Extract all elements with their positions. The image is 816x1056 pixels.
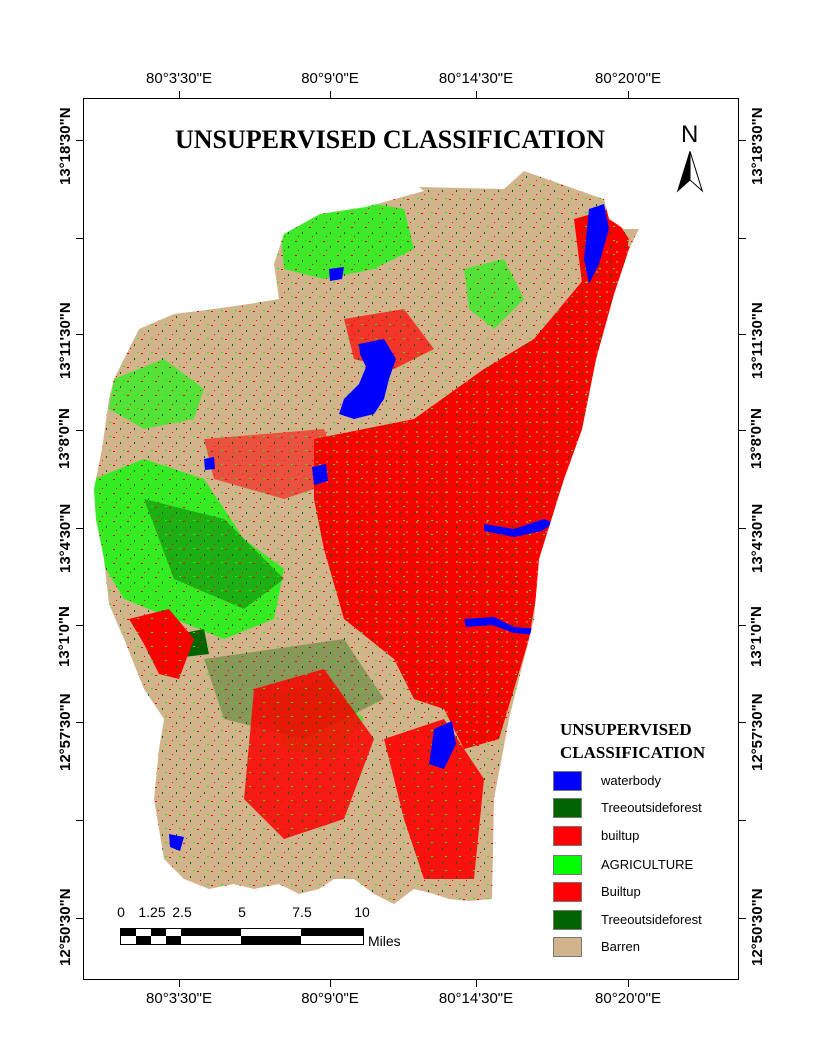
- river-cooum: [484, 519, 554, 537]
- lat-label-left-1: 13°18'30"N: [57, 107, 74, 185]
- scale-tick-label: 10: [354, 904, 370, 920]
- legend-swatch: [553, 771, 582, 791]
- lake-large: [339, 339, 396, 419]
- legend-swatch: [553, 826, 582, 846]
- tick-top-1: [179, 91, 180, 98]
- lat-label-left-3: 13°8'0"N: [56, 408, 73, 469]
- legend-swatch: [553, 910, 582, 930]
- tick-right-5: [739, 528, 746, 529]
- north-label: N: [681, 121, 699, 148]
- tick-left-8: [76, 820, 83, 821]
- lat-label-right-6: 12°57'30"N: [749, 693, 766, 771]
- lat-label-left-4: 13°4'30"N: [57, 503, 74, 573]
- river-adyar: [464, 617, 539, 635]
- legend-swatch: [553, 937, 582, 957]
- tick-top-2: [330, 91, 331, 98]
- legend-item-barren: Barren: [553, 937, 733, 957]
- lon-label-bottom-2: 80°9'0"E: [301, 990, 359, 1007]
- lon-label-top-2: 80°9'0"E: [301, 70, 359, 87]
- scale-tick-label: 5: [238, 904, 246, 920]
- lat-label-right-5: 13°1'0"N: [748, 606, 765, 667]
- scale-tick-label: 7.5: [292, 904, 312, 920]
- scale-bar-graphic: [120, 928, 364, 945]
- tick-left-2: [76, 238, 83, 239]
- lat-label-right-4: 13°4'30"N: [749, 503, 766, 573]
- lat-label-left-2: 13°11'30"N: [57, 302, 74, 379]
- tick-right-6: [739, 625, 746, 626]
- legend-label: Barren: [601, 939, 641, 954]
- legend-label: AGRICULTURE: [601, 857, 694, 872]
- legend-title: UNSUPERVISED CLASSIFICATION: [560, 718, 705, 764]
- map-frame[interactable]: [83, 98, 739, 980]
- pond-ne: [624, 219, 639, 229]
- legend-swatch: [553, 882, 582, 902]
- legend-label: waterbody: [601, 773, 661, 788]
- tick-top-4: [628, 91, 629, 98]
- legend-item-waterbody: waterbody: [553, 771, 733, 791]
- lake-small-1: [312, 464, 328, 485]
- legend-item-tree-2: Treeoutsideforest: [553, 910, 733, 930]
- lat-label-right-1: 13°18'30"N: [749, 107, 766, 185]
- tick-right-4: [739, 430, 746, 431]
- lon-label-bottom-4: 80°20'0"E: [595, 990, 661, 1007]
- lake-small-4: [204, 457, 215, 470]
- lon-label-bottom-1: 80°3'30"E: [146, 990, 212, 1007]
- scale-tick-label: 2.5: [172, 904, 192, 920]
- lake-south: [429, 721, 456, 769]
- lat-label-right-7: 12°50'30"N: [749, 888, 766, 966]
- tick-right-3: [739, 334, 746, 335]
- lake-small-3: [169, 834, 184, 851]
- coastal-inlet: [566, 461, 587, 509]
- legend-label: Treeoutsideforest: [601, 800, 702, 815]
- texture-urban: [314, 239, 634, 749]
- lat-label-left-6: 12°57'30"N: [57, 693, 74, 771]
- legend-title-line1: UNSUPERVISED: [560, 720, 692, 739]
- tick-left-6: [76, 625, 83, 626]
- legend-label: Builtup: [601, 884, 641, 899]
- tick-bottom-1: [179, 980, 180, 987]
- legend-item-builtup-2: Builtup: [553, 882, 733, 902]
- lat-label-left-5: 13°1'0"N: [56, 606, 73, 667]
- legend-swatch: [553, 798, 582, 818]
- lon-label-top-1: 80°3'30"E: [146, 70, 212, 87]
- tick-top-3: [476, 91, 477, 98]
- lat-label-left-7: 12°50'30"N: [57, 888, 74, 966]
- scale-tick-label: 0: [117, 904, 125, 920]
- legend-item-agriculture: AGRICULTURE: [553, 855, 733, 875]
- scale-unit-label: Miles: [368, 933, 401, 949]
- legend-label: Treeoutsideforest: [601, 912, 702, 927]
- tick-left-9: [76, 918, 83, 919]
- tick-left-7: [76, 722, 83, 723]
- lagoon-north: [584, 204, 609, 284]
- tick-right-2: [739, 238, 746, 239]
- tick-left-5: [76, 528, 83, 529]
- tick-left-1: [76, 140, 83, 141]
- lat-label-right-2: 13°11'30"N: [749, 302, 766, 379]
- tick-right-1: [739, 140, 746, 141]
- lon-label-top-4: 80°20'0"E: [595, 70, 661, 87]
- lat-label-right-3: 13°8'0"N: [748, 408, 765, 469]
- tick-right-8: [739, 820, 746, 821]
- tick-left-3: [76, 334, 83, 335]
- tick-bottom-4: [628, 980, 629, 987]
- scale-bar: 0 1.25 2.5 5 7.5 10 Miles: [112, 904, 442, 954]
- legend-swatch: [553, 855, 582, 875]
- lake-small-2: [329, 267, 344, 281]
- tick-bottom-2: [330, 980, 331, 987]
- tick-right-9: [739, 918, 746, 919]
- lon-label-bottom-3: 80°14'30"E: [438, 990, 514, 1007]
- tick-bottom-3: [476, 980, 477, 987]
- north-arrow-icon: [676, 151, 704, 193]
- legend-label: builtup: [601, 828, 640, 843]
- tick-right-7: [739, 722, 746, 723]
- classified-map[interactable]: [84, 99, 739, 980]
- tick-left-4: [76, 430, 83, 431]
- scale-tick-label: 1.25: [138, 904, 166, 920]
- legend-item-tree-1: Treeoutsideforest: [553, 798, 733, 818]
- map-title: UNSUPERVISED CLASSIFICATION: [175, 125, 605, 154]
- legend-title-line2: CLASSIFICATION: [560, 743, 706, 762]
- legend-item-builtup-1: builtup: [553, 826, 733, 846]
- lon-label-top-3: 80°14'30"E: [438, 70, 514, 87]
